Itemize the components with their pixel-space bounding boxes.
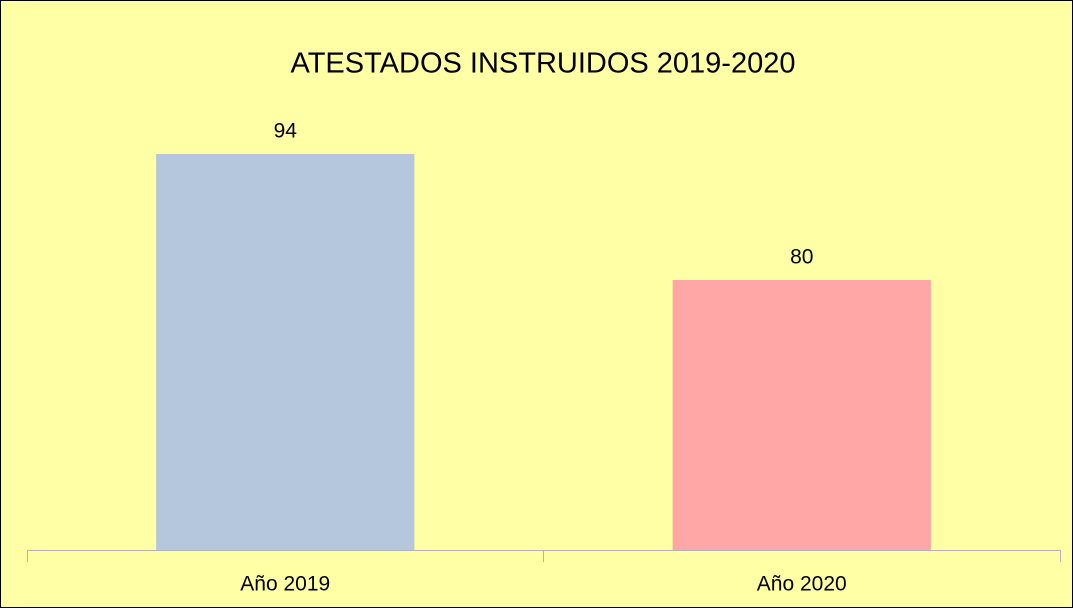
chart-title: ATESTADOS INSTRUIDOS 2019-2020 — [291, 48, 796, 80]
bar — [156, 154, 415, 550]
bar — [672, 280, 931, 550]
data-label: 94 — [274, 120, 298, 143]
data-label: 80 — [790, 246, 813, 269]
x-tick-label: Año 2019 — [240, 573, 330, 596]
x-tick-label: Año 2020 — [757, 573, 847, 596]
